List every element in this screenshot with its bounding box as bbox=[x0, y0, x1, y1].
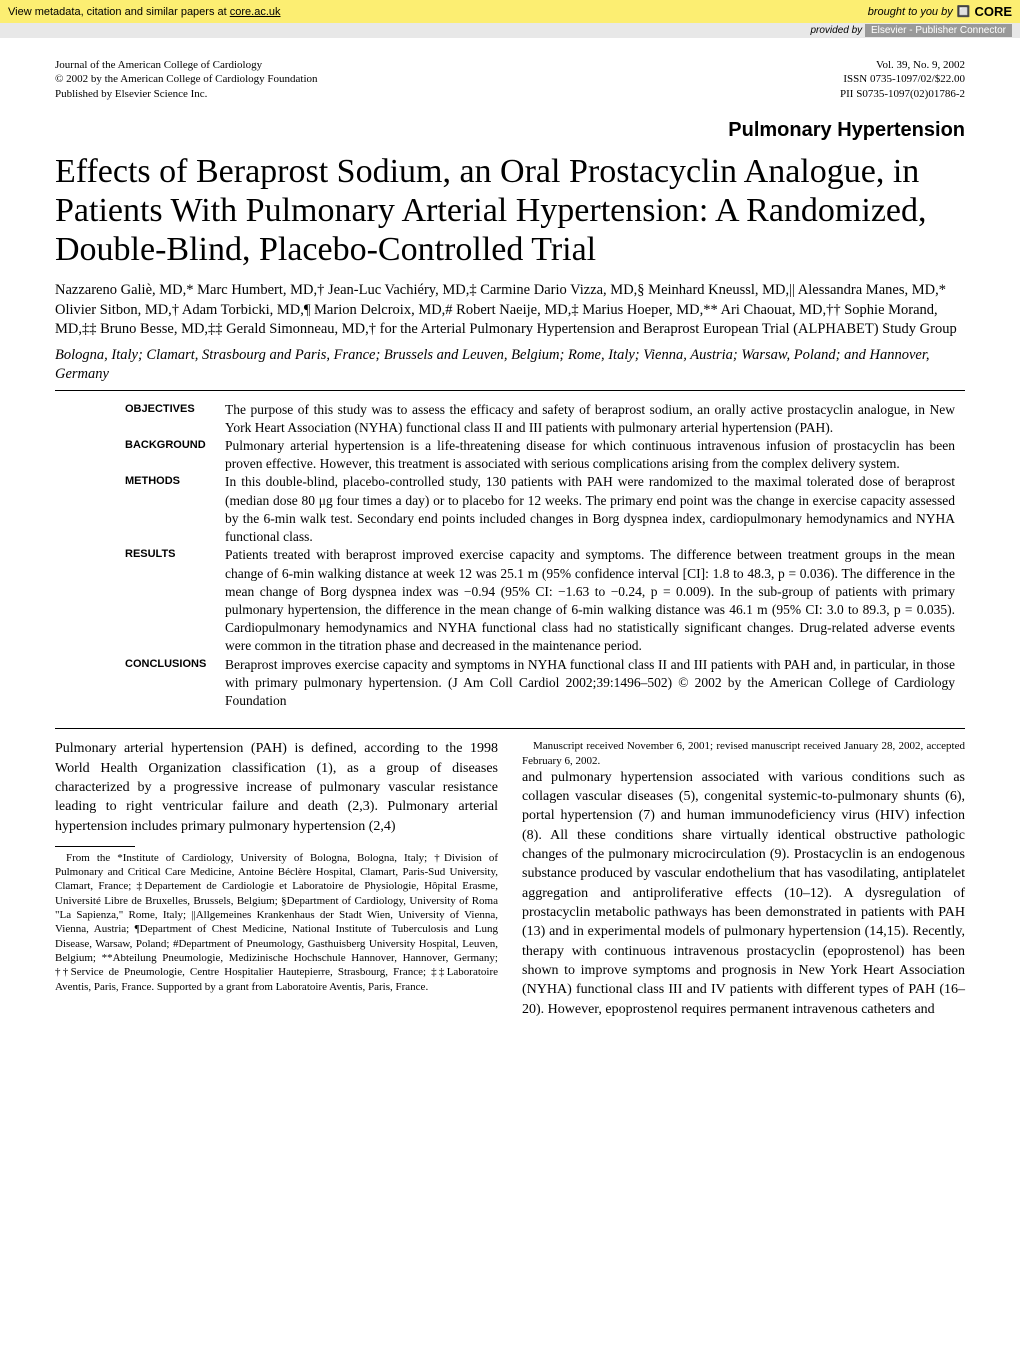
brought-by-text: brought to you by bbox=[868, 6, 953, 18]
journal-name: Journal of the American College of Cardi… bbox=[55, 58, 318, 72]
issn-info: ISSN 0735-1097/02/$22.00 bbox=[840, 72, 965, 86]
results-label: RESULTS bbox=[125, 546, 225, 655]
banner-left: View metadata, citation and similar pape… bbox=[8, 6, 281, 18]
methods-label: METHODS bbox=[125, 473, 225, 546]
objectives-text: The purpose of this study was to assess … bbox=[225, 401, 955, 437]
header-right: Vol. 39, No. 9, 2002 ISSN 0735-1097/02/$… bbox=[840, 58, 965, 101]
core-banner: View metadata, citation and similar pape… bbox=[0, 0, 1020, 23]
publisher-line: Published by Elsevier Science Inc. bbox=[55, 87, 318, 101]
article-title: Effects of Beraprost Sodium, an Oral Pro… bbox=[55, 152, 965, 269]
core-link[interactable]: core.ac.uk bbox=[230, 6, 281, 18]
affiliations-line: Bologna, Italy; Clamart, Strasbourg and … bbox=[55, 346, 965, 384]
body-columns: Pulmonary arterial hypertension (PAH) is… bbox=[55, 739, 965, 1019]
body-para-1: Pulmonary arterial hypertension (PAH) is… bbox=[55, 739, 498, 836]
copyright-line: © 2002 by the American College of Cardio… bbox=[55, 72, 318, 86]
divider-top bbox=[55, 390, 965, 391]
footnote-affiliations: From the *Institute of Cardiology, Unive… bbox=[55, 851, 498, 994]
objectives-label: OBJECTIVES bbox=[125, 401, 225, 437]
provided-prefix: provided by bbox=[810, 25, 864, 36]
provided-bar: provided by Elsevier - Publisher Connect… bbox=[0, 23, 1020, 38]
abstract-background-row: BACKGROUND Pulmonary arterial hypertensi… bbox=[125, 437, 955, 473]
methods-text: In this double-blind, placebo-controlled… bbox=[225, 473, 955, 546]
pii-info: PII S0735-1097(02)01786-2 bbox=[840, 87, 965, 101]
conclusions-text: Beraprost improves exercise capacity and… bbox=[225, 656, 955, 711]
abstract-block: OBJECTIVES The purpose of this study was… bbox=[55, 401, 965, 711]
abstract-results-row: RESULTS Patients treated with beraprost … bbox=[125, 546, 955, 655]
footnote-rule bbox=[55, 846, 135, 847]
provided-by-badge: Elsevier - Publisher Connector bbox=[865, 24, 1012, 37]
banner-right: brought to you by 🔲 CORE bbox=[868, 4, 1012, 19]
background-text: Pulmonary arterial hypertension is a lif… bbox=[225, 437, 955, 473]
conclusions-label: CONCLUSIONS bbox=[125, 656, 225, 711]
page-content: Journal of the American College of Cardi… bbox=[0, 38, 1020, 1059]
volume-info: Vol. 39, No. 9, 2002 bbox=[840, 58, 965, 72]
header-meta: Journal of the American College of Cardi… bbox=[55, 58, 965, 101]
body-para-2: and pulmonary hypertension associated wi… bbox=[522, 768, 965, 1019]
authors-list: Nazzareno Galiè, MD,* Marc Humbert, MD,†… bbox=[55, 281, 965, 340]
results-text: Patients treated with beraprost improved… bbox=[225, 546, 955, 655]
abstract-objectives-row: OBJECTIVES The purpose of this study was… bbox=[125, 401, 955, 437]
abstract-methods-row: METHODS In this double-blind, placebo-co… bbox=[125, 473, 955, 546]
header-left: Journal of the American College of Cardi… bbox=[55, 58, 318, 101]
divider-bottom bbox=[55, 728, 965, 729]
banner-left-text: View metadata, citation and similar pape… bbox=[8, 6, 230, 18]
core-logo-icon: 🔲 bbox=[957, 5, 971, 18]
background-label: BACKGROUND bbox=[125, 437, 225, 473]
core-logo: CORE bbox=[974, 4, 1012, 19]
section-label: Pulmonary Hypertension bbox=[55, 119, 965, 142]
abstract-conclusions-row: CONCLUSIONS Beraprost improves exercise … bbox=[125, 656, 955, 711]
footnote-dates: Manuscript received November 6, 2001; re… bbox=[522, 739, 965, 768]
